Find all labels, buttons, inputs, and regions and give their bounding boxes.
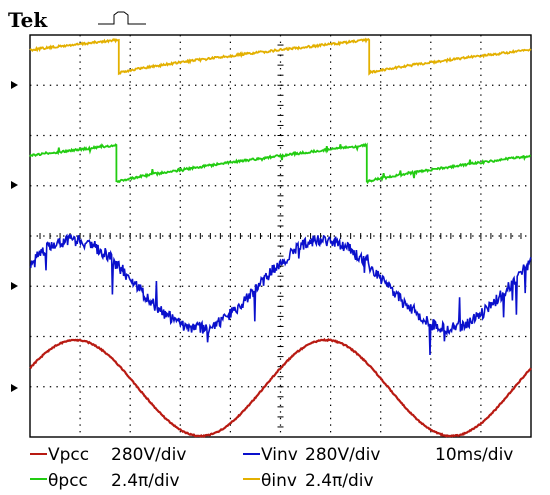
legend-vpcc-label: Vpcc — [48, 445, 89, 465]
channel-ground-marker — [11, 282, 18, 290]
legend-vinv-label: Vinv — [261, 445, 298, 465]
brand-label: Tek — [8, 8, 48, 32]
legend-vpcc-scale: 280V/div — [111, 445, 186, 465]
legend-time-scale: 10ms/div — [435, 445, 513, 465]
legend-theta-pcc-scale: 2.4π/div — [111, 471, 180, 491]
channel-markers — [11, 81, 18, 392]
channel-ground-marker — [11, 384, 18, 392]
trace-v-inv — [29, 233, 532, 356]
legend-theta-pcc-label: θpcc — [48, 471, 88, 491]
trace-theta-pcc — [29, 142, 532, 185]
trace-v-pcc — [29, 337, 532, 438]
channel-ground-marker — [11, 81, 18, 89]
legend-theta-inv-scale: 2.4π/div — [305, 471, 374, 491]
trace-theta-inv — [29, 37, 532, 76]
legend-vinv-scale: 280V/div — [305, 445, 380, 465]
channel-ground-marker — [11, 181, 18, 189]
graticule — [29, 34, 532, 438]
legend-theta-inv-label: θinv — [261, 471, 297, 491]
trigger-pulse-icon — [98, 11, 146, 25]
